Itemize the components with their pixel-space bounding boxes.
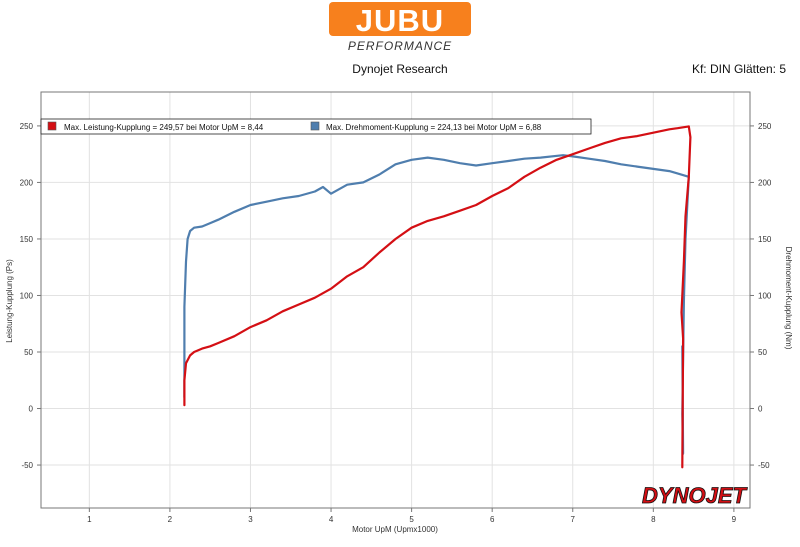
y-tick-label-left: 50 xyxy=(24,348,33,357)
x-tick-label: 5 xyxy=(409,515,414,524)
legend-swatch-torque xyxy=(310,121,320,131)
chart-subtitle: Dynojet Research xyxy=(352,62,448,76)
jubu-logo: JUBU PERFORMANCE xyxy=(329,2,471,53)
x-tick-label: 4 xyxy=(329,515,334,524)
plot-area xyxy=(40,91,751,509)
logo-main-text: JUBU xyxy=(356,3,444,38)
y-axis-label-right: Drehmoment-Kupplung (Nm) xyxy=(784,247,793,350)
y-tick-label-right: 250 xyxy=(758,122,772,131)
filter-info: Kf: DIN Glätten: 5 xyxy=(691,62,786,76)
y-axis-label-left: Leistung-Kupplung (Ps) xyxy=(5,259,14,343)
x-axis-label: Motor UpM (Upmx1000) xyxy=(352,525,438,534)
grid xyxy=(41,92,750,508)
y-tick-label-left: 0 xyxy=(29,405,34,414)
y-tick-label-left: 250 xyxy=(20,122,34,131)
y-tick-label-right: 150 xyxy=(758,235,772,244)
logo-background xyxy=(329,2,471,36)
logo-sub-text: PERFORMANCE xyxy=(348,39,452,53)
y-tick-label-right: 0 xyxy=(758,405,763,414)
x-tick-label: 1 xyxy=(87,515,92,524)
y-tick-label-right: 50 xyxy=(758,348,767,357)
legend-entry-power: Max. Leistung-Kupplung = 249,57 bei Moto… xyxy=(64,123,264,132)
power-series-line xyxy=(183,125,692,469)
series-lines xyxy=(183,125,692,469)
x-tick-label: 2 xyxy=(168,515,173,524)
x-tick-label: 8 xyxy=(651,515,656,524)
watermark-text: DYNOJET xyxy=(642,483,747,508)
legend: Max. Leistung-Kupplung = 249,57 bei Moto… xyxy=(40,118,592,135)
x-tick-label: 9 xyxy=(732,515,737,524)
axis-ticks: 1 2 3 4 5 6 7 8 9 -50 -50 0 0 50 50 100 100 150 150 200 200 2… xyxy=(20,122,772,524)
y-tick-label-left: 100 xyxy=(20,291,34,300)
dynojet-watermark: DYNOJET xyxy=(642,483,748,509)
y-tick-label-right: 100 xyxy=(758,291,772,300)
legend-swatch-power xyxy=(47,121,57,131)
y-tick-label-right: -50 xyxy=(758,461,770,470)
x-tick-label: 3 xyxy=(248,515,253,524)
y-tick-label-left: 150 xyxy=(20,235,34,244)
legend-entry-torque: Max. Drehmoment-Kupplung = 224,13 bei Mo… xyxy=(326,123,542,132)
torque-series-line xyxy=(183,154,690,455)
y-tick-label-left: 200 xyxy=(20,178,34,187)
y-tick-label-left: -50 xyxy=(21,461,33,470)
y-tick-label-right: 200 xyxy=(758,178,772,187)
x-tick-label: 6 xyxy=(490,515,495,524)
x-tick-label: 7 xyxy=(571,515,576,524)
